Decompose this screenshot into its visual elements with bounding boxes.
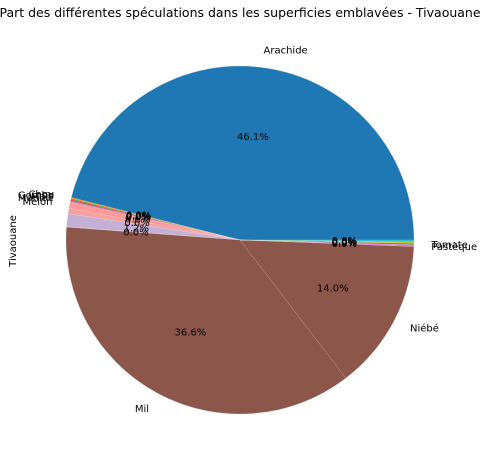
pie-category-label: Arachide — [264, 46, 308, 57]
pie-slice-other-8 — [66, 226, 241, 241]
pie-pct-label: 0.6% — [124, 218, 149, 229]
pie-category-label: Mil — [135, 404, 149, 415]
pie-pct-label: 14.0% — [317, 283, 349, 294]
pie-slice-other-14 — [239, 239, 415, 242]
pie-slice-niébé — [239, 239, 415, 379]
pie-pct-label: 36.6% — [174, 327, 206, 338]
pie-slice-chou — [70, 197, 241, 241]
pie-slice-gombo — [70, 198, 241, 241]
pie-slice-pastèque — [239, 239, 415, 247]
pie-pct-label: 0.0% — [332, 238, 357, 249]
pie-pct-label: 0.0% — [332, 237, 357, 248]
pie-pct-label: 0.0% — [126, 210, 151, 221]
pie-category-label: Niébé — [410, 322, 439, 334]
pie-slice-tomate — [239, 239, 415, 246]
pie-pct-label: 0.0% — [126, 212, 151, 223]
pie-slice-mil — [65, 226, 347, 415]
pie-category-label: Tomate — [430, 240, 467, 251]
pie-category-label: Manioc — [18, 193, 54, 204]
pie-slice-maïs — [70, 199, 241, 241]
pie-pct-label: 46.1% — [237, 132, 269, 143]
pie-labels: 46.1% Arachide 0.0% Chou 0.0% Gombo 0.0% Maïs 0.… — [18, 46, 477, 415]
pie-pct-label: 0.6% — [125, 214, 150, 225]
pie-slice-melon — [68, 201, 241, 241]
pie-category-label: Gombo — [18, 191, 54, 202]
pie-pct-label: 1.2% — [124, 224, 149, 235]
pie-slice-arachide — [70, 65, 415, 241]
pie-category-label: Maïs — [31, 192, 54, 203]
y-axis-label: Tivaouane — [8, 215, 19, 268]
pie-category-label: Pastèque — [431, 241, 477, 253]
pie-pct-label: 0.0% — [126, 212, 151, 223]
pie-slice-other-6 — [67, 207, 241, 241]
pie-slice-manioc — [69, 200, 241, 241]
pie-slice-other-13 — [239, 239, 415, 244]
pie-pct-label: 0.0% — [332, 239, 357, 250]
chart-title: Part des différentes spéculations dans l… — [0, 5, 481, 20]
pie-category-label: Melon — [22, 197, 52, 208]
pie-pct-label: 0.0% — [123, 228, 148, 239]
pie-slice-other-7 — [66, 213, 241, 241]
pie-slices — [65, 65, 415, 415]
pie-category-label: Chou — [28, 189, 54, 200]
pie-pct-label: 0.0% — [126, 211, 151, 222]
pie-pct-label: 0.0% — [332, 236, 357, 247]
